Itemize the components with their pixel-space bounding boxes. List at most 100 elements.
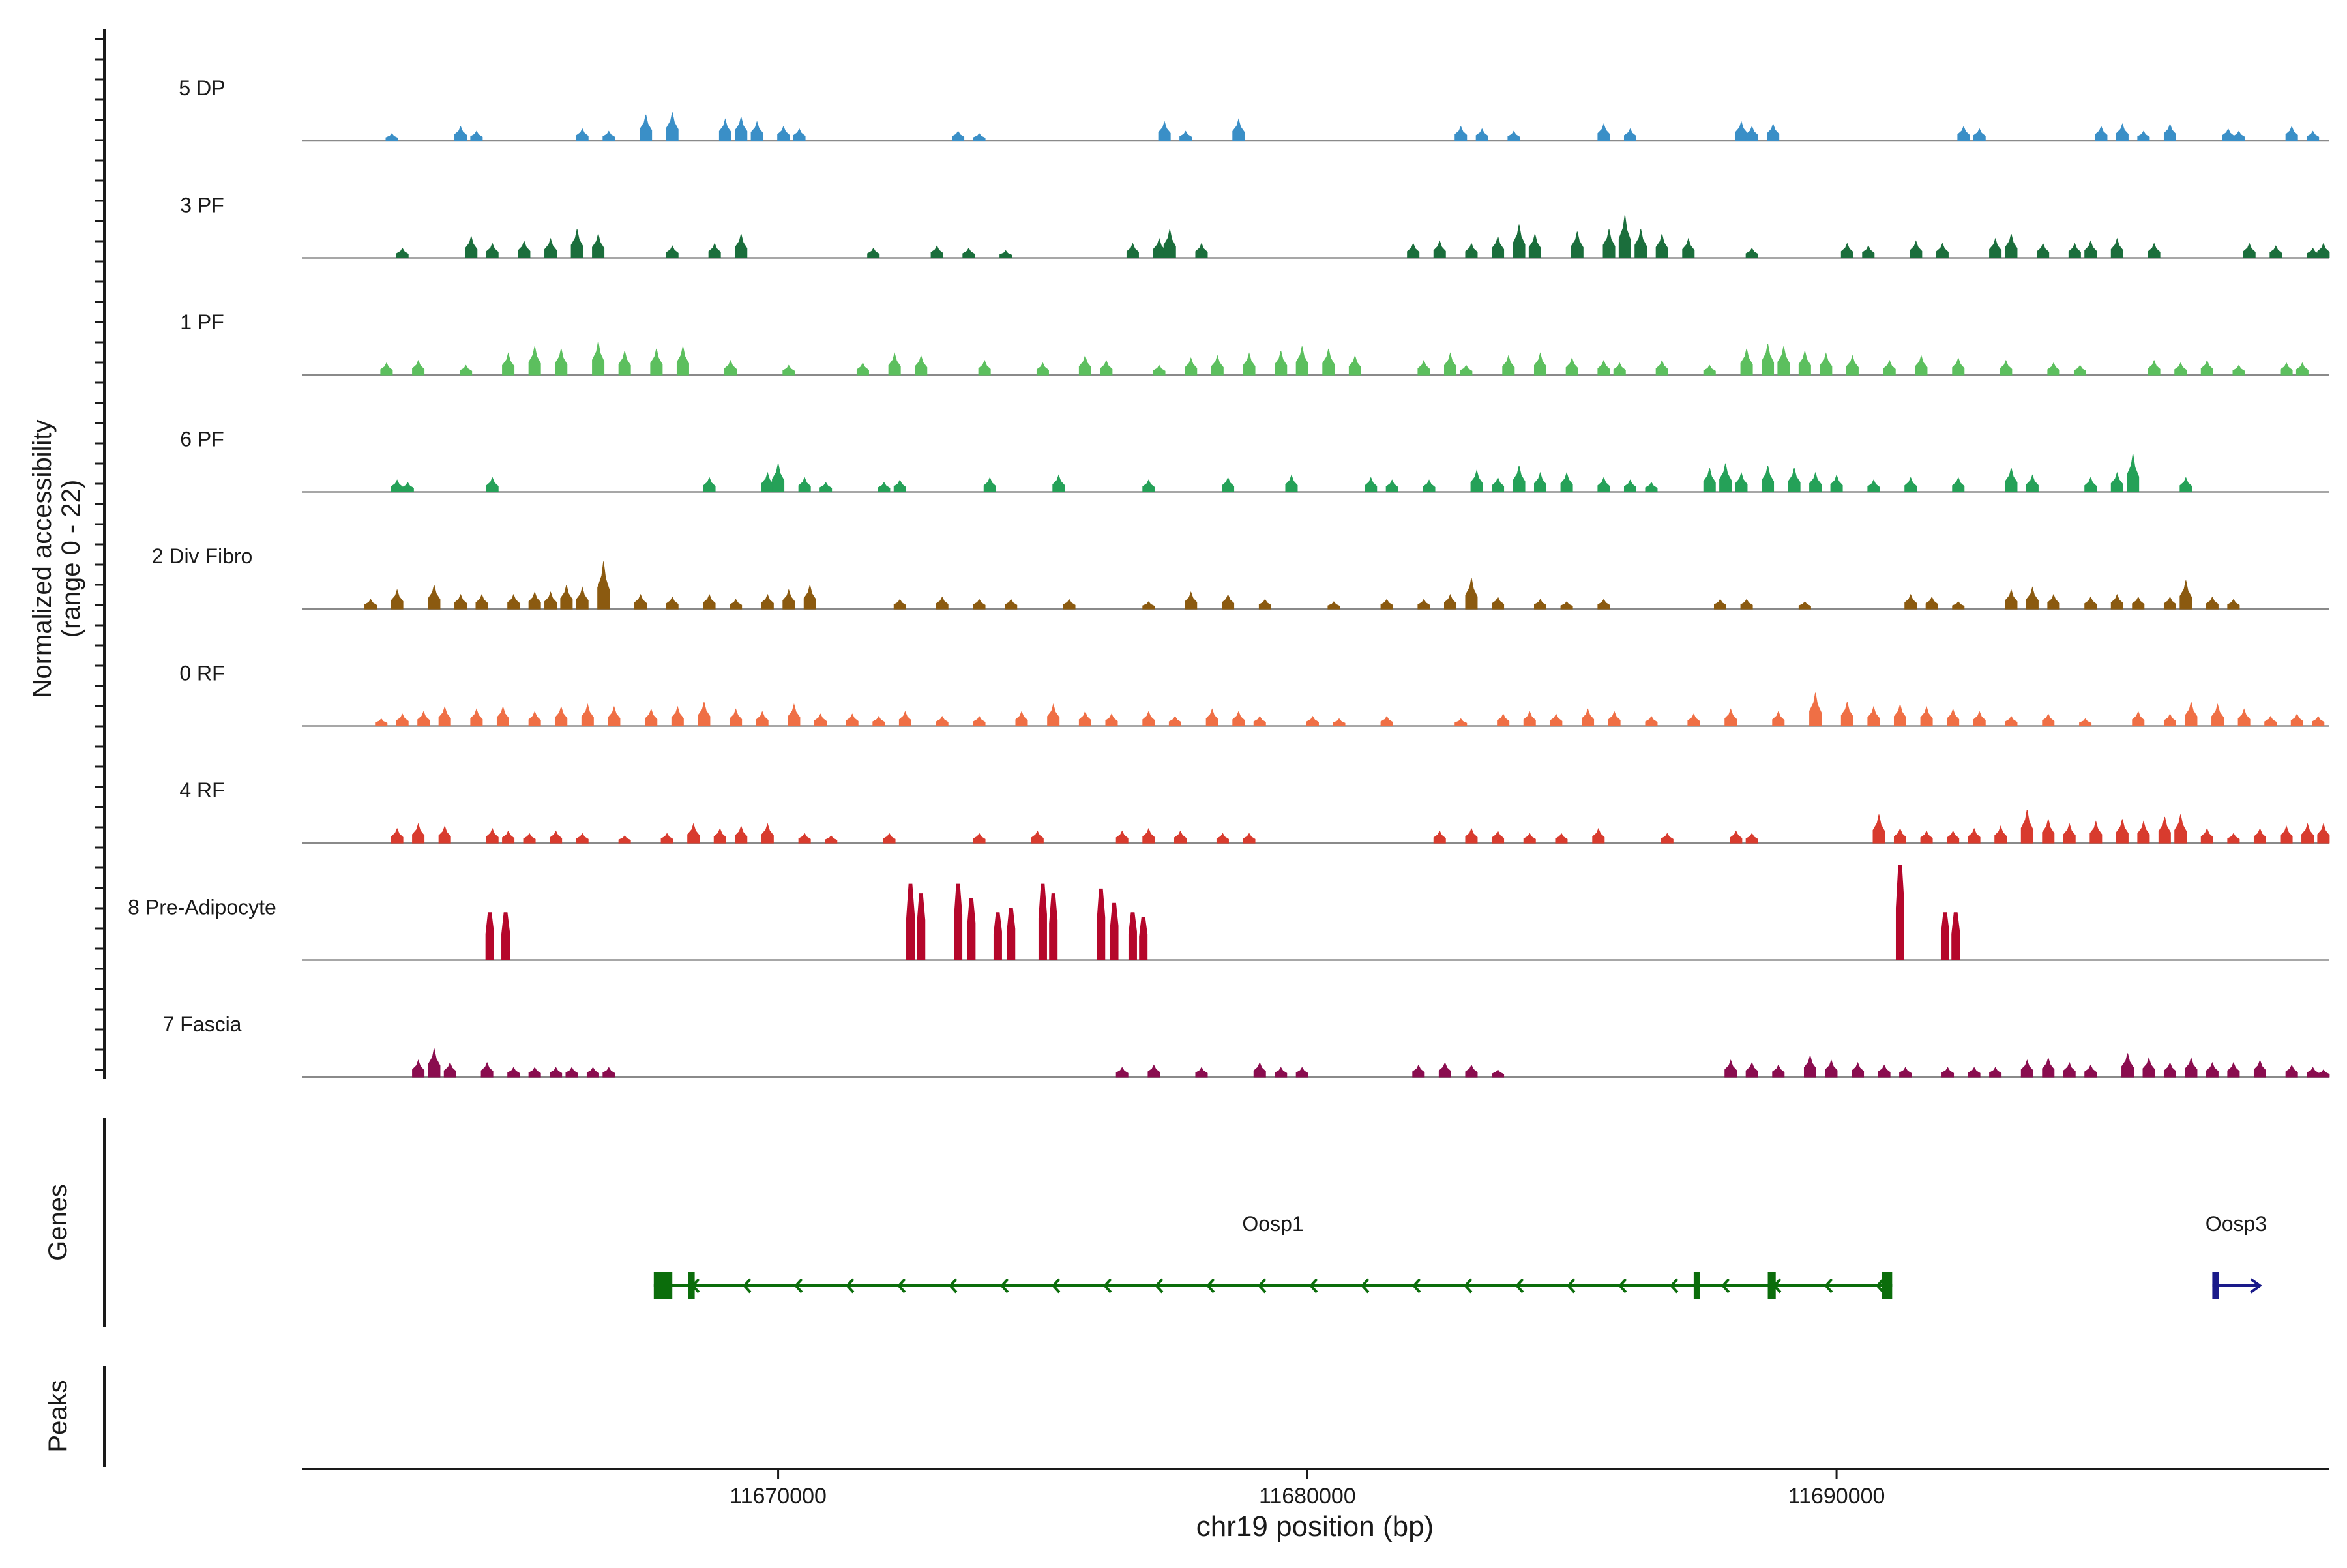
coverage-peak [888,352,901,376]
coverage-peak [1407,243,1420,258]
coverage-peak [550,1067,563,1078]
coverage-peak [597,561,610,610]
coverage-peak [2317,243,2330,258]
coverage-peak [2163,713,2176,726]
coverage-peak [1222,593,1235,610]
coverage-peak [872,716,885,726]
coverage-peak [1925,596,1938,610]
coverage-peak [962,248,975,258]
track-label: 4 RF [179,778,224,802]
coverage-peak [1417,599,1430,610]
coverage-peak [782,589,795,610]
coverage-peak [1973,711,1986,726]
coverage-peak [825,835,838,844]
coverage-peak [645,708,658,726]
coverage-peak [1867,479,1880,492]
coverage-peak [1465,243,1478,258]
coverage-peak [1142,711,1155,726]
coverage-peak [1661,833,1674,844]
coverage-peak [465,235,478,258]
coverage-peak [724,359,737,376]
coverage-peak [846,713,859,726]
coverage-peak [2132,711,2145,726]
coverage-peak [1253,716,1266,726]
x-axis-ticks: 11670000 11680000 11690000 [730,1469,1885,1509]
coverage-peak [2095,125,2108,141]
strand-arrow [1618,1278,1627,1294]
coverage-peak [967,898,976,960]
coverage-peak [1941,1067,1955,1078]
coverage-peak [2206,1061,2219,1078]
coverage-peak [2005,589,2018,610]
coverage-peak [602,1067,615,1078]
coverage-peak [2163,1061,2176,1078]
coverage-peak [1232,711,1245,726]
track-label: 8 Pre-Adipocyte [128,896,276,919]
coverage-peak [2084,240,2097,258]
coverage-peak [750,121,763,141]
coverage-peak [2116,819,2129,844]
coverage-peak [2068,243,2081,258]
coverage-peak [1036,362,1049,376]
coverage-peak [666,245,679,258]
coverage-peak [1957,125,1970,141]
coverage-peak [2042,819,2055,844]
coverage-peak [1333,718,1346,726]
coverage-peak [1952,357,1965,376]
coverage-peak [650,348,663,376]
coverage-peak [1533,352,1546,376]
coverage-peak [1295,1067,1308,1078]
coverage-peak [592,342,605,376]
coverage-peak [1385,479,1398,492]
coverage-peak [1533,599,1546,610]
coverage-peak [2000,359,2013,376]
coverage-peak [1063,599,1076,610]
coverage-peak [1211,355,1224,376]
coverage-peak [1423,479,1436,492]
coverage-peak [2047,593,2060,610]
coverage-peak [2026,474,2039,492]
coverage-peak [507,1067,520,1078]
coverage-peak [528,591,541,610]
coverage-peak [1719,463,1732,492]
coverage-peak [1139,917,1148,960]
coverage-peak [1142,479,1155,492]
coverage-peak [2110,237,2123,258]
coverage-peak [973,716,986,726]
coverage-peak [993,912,1002,960]
coverage-peak [502,352,515,376]
coverage-peak [1735,121,1748,141]
coverage-peak [1126,243,1139,258]
coverage-peak [1232,118,1245,141]
coverage-peak [1597,477,1610,492]
strand-arrow [1876,1278,1885,1294]
coverage-peak [856,362,869,376]
coverage-peak [1533,471,1546,492]
genes-panel-label: Genes [44,1184,72,1261]
coverage-peak [819,482,833,492]
coverage-peak [1878,1064,1891,1078]
coverage-peak [1492,830,1505,844]
coverage-peak [687,823,700,844]
coverage-peak [973,599,986,610]
coverage-peak [1798,601,1811,610]
coverage-peak [761,593,774,610]
coverage-peak [1846,355,1859,376]
coverage-peak [1597,123,1610,141]
strand-arrow [1412,1278,1421,1294]
coverage-peak [486,477,499,492]
coverage-peak [793,128,806,141]
coverage-peak [2148,243,2161,258]
coverage-peak [1713,599,1726,610]
coverage-peak [1460,364,1473,376]
coverage-peak [1940,912,1949,960]
coverage-peak [893,599,906,610]
track-2-div-fibro: 2 Div Fibro [152,544,2329,610]
coverage-peak [1465,1064,1478,1078]
coverage-peak [1740,599,1753,610]
coverage-peak [1893,703,1906,726]
coverage-peak [1560,471,1573,492]
coverage-peak [2148,359,2161,376]
coverage-peak [2301,823,2314,844]
